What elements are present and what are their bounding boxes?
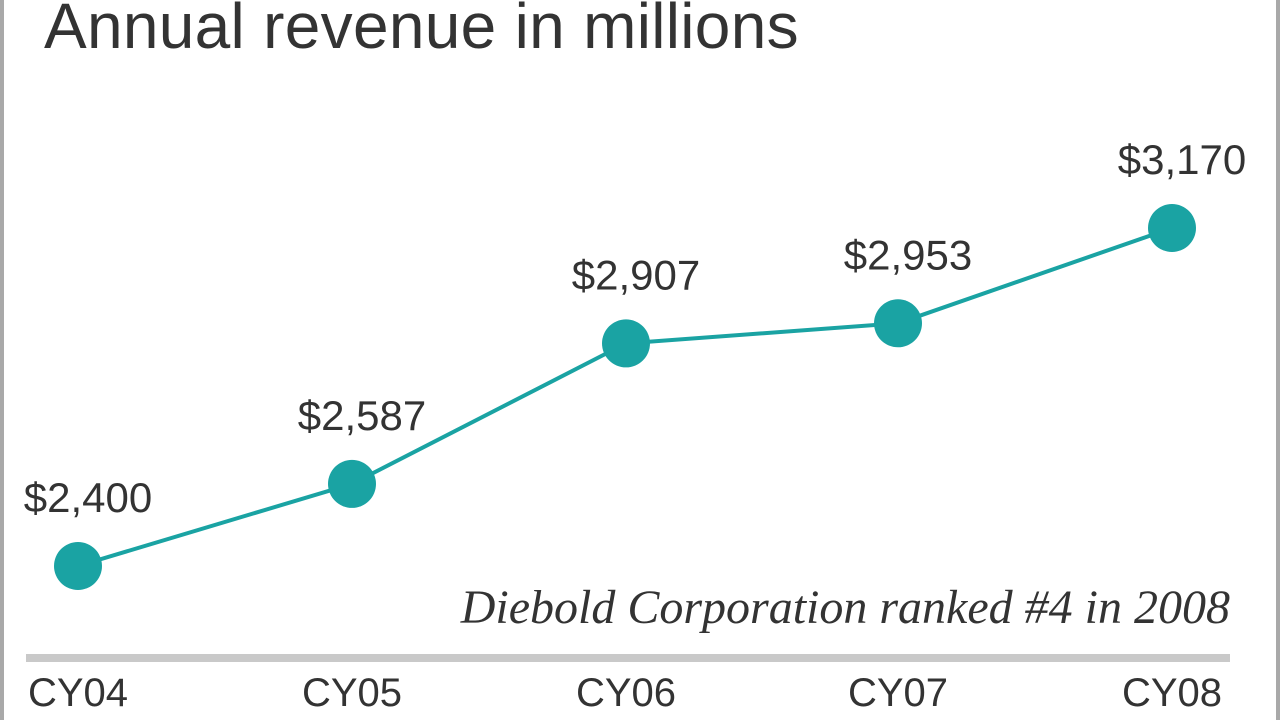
data-point-cy08 <box>1148 204 1196 252</box>
data-point-cy06 <box>602 319 650 368</box>
x-tick-label-cy06: CY06 <box>576 671 676 715</box>
data-point-cy07 <box>874 299 922 348</box>
x-tick-label-cy04: CY04 <box>28 671 128 715</box>
x-tick-label-cy08: CY08 <box>1122 671 1222 715</box>
value-label-cy06: $2,907 <box>572 251 700 298</box>
frame-right-border <box>1276 0 1280 720</box>
data-point-cy04 <box>54 542 102 590</box>
chart-title: Annual revenue in millions <box>44 0 799 62</box>
x-axis-line <box>26 654 1230 662</box>
x-tick-label-cy05: CY05 <box>302 671 402 715</box>
chart-annotation: Diebold Corporation ranked #4 in 2008 <box>460 581 1230 634</box>
value-label-cy07: $2,953 <box>844 231 972 278</box>
value-label-cy04: $2,400 <box>24 474 152 521</box>
value-label-cy05: $2,587 <box>298 392 426 439</box>
x-tick-label-cy07: CY07 <box>848 671 948 715</box>
value-label-cy08: $3,170 <box>1118 136 1246 183</box>
data-point-cy05 <box>328 459 376 508</box>
frame-left-border <box>0 0 4 720</box>
